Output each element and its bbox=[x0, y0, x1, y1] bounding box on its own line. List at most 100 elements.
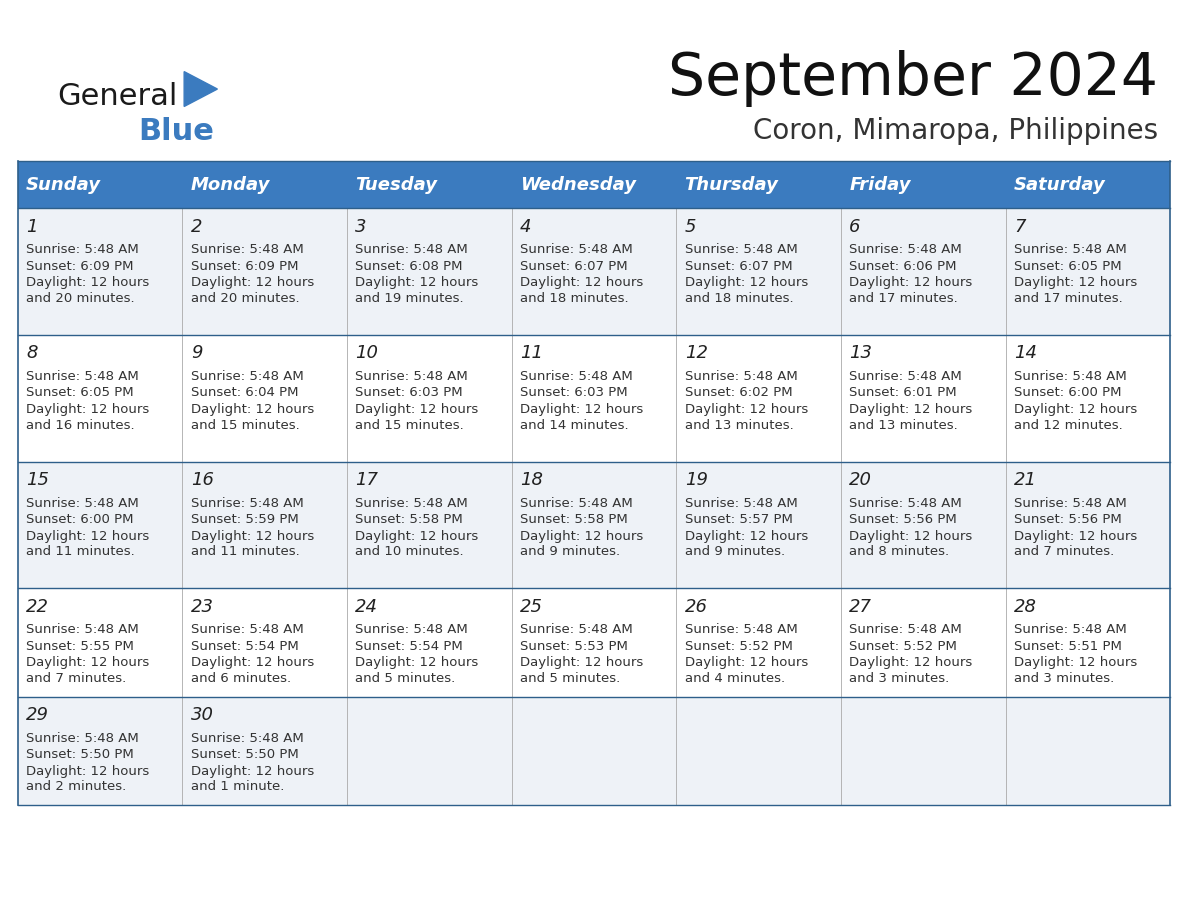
Text: Thursday: Thursday bbox=[684, 175, 778, 194]
Text: and 10 minutes.: and 10 minutes. bbox=[355, 545, 465, 558]
Text: Sunrise: 5:48 AM: Sunrise: 5:48 AM bbox=[1013, 370, 1126, 383]
Text: 13: 13 bbox=[849, 344, 872, 363]
Text: Daylight: 12 hours: Daylight: 12 hours bbox=[191, 276, 314, 289]
Text: 19: 19 bbox=[684, 471, 708, 489]
Text: and 18 minutes.: and 18 minutes. bbox=[684, 292, 794, 305]
Text: 18: 18 bbox=[520, 471, 543, 489]
Text: Monday: Monday bbox=[191, 175, 270, 194]
Text: and 8 minutes.: and 8 minutes. bbox=[849, 545, 949, 558]
Text: Sunset: 6:08 PM: Sunset: 6:08 PM bbox=[355, 260, 463, 273]
Text: Sunset: 5:56 PM: Sunset: 5:56 PM bbox=[849, 513, 958, 526]
Text: 3: 3 bbox=[355, 218, 367, 236]
Text: and 3 minutes.: and 3 minutes. bbox=[849, 672, 949, 685]
Text: 29: 29 bbox=[26, 706, 49, 724]
Text: 16: 16 bbox=[191, 471, 214, 489]
Text: Sunset: 6:03 PM: Sunset: 6:03 PM bbox=[355, 386, 463, 399]
Text: and 20 minutes.: and 20 minutes. bbox=[191, 292, 299, 305]
Text: Sunrise: 5:48 AM: Sunrise: 5:48 AM bbox=[26, 497, 139, 509]
Text: 12: 12 bbox=[684, 344, 708, 363]
Text: and 14 minutes.: and 14 minutes. bbox=[520, 419, 628, 431]
Text: and 11 minutes.: and 11 minutes. bbox=[26, 545, 135, 558]
Text: Sunrise: 5:48 AM: Sunrise: 5:48 AM bbox=[355, 243, 468, 256]
Text: Sunset: 6:02 PM: Sunset: 6:02 PM bbox=[684, 386, 792, 399]
Text: Daylight: 12 hours: Daylight: 12 hours bbox=[1013, 276, 1137, 289]
Text: Sunrise: 5:48 AM: Sunrise: 5:48 AM bbox=[26, 623, 139, 636]
Text: Daylight: 12 hours: Daylight: 12 hours bbox=[520, 276, 643, 289]
Text: Daylight: 12 hours: Daylight: 12 hours bbox=[26, 276, 150, 289]
Text: and 13 minutes.: and 13 minutes. bbox=[849, 419, 958, 431]
Text: 2: 2 bbox=[191, 218, 202, 236]
Bar bbox=[18, 335, 1170, 462]
Text: Daylight: 12 hours: Daylight: 12 hours bbox=[684, 656, 808, 669]
Text: 17: 17 bbox=[355, 471, 379, 489]
Bar bbox=[18, 208, 1170, 335]
Text: and 16 minutes.: and 16 minutes. bbox=[26, 419, 134, 431]
Text: Sunrise: 5:48 AM: Sunrise: 5:48 AM bbox=[849, 370, 962, 383]
Text: Wednesday: Wednesday bbox=[520, 175, 636, 194]
Text: 20: 20 bbox=[849, 471, 872, 489]
Text: General: General bbox=[57, 82, 177, 111]
Text: Sunrise: 5:48 AM: Sunrise: 5:48 AM bbox=[191, 497, 303, 509]
Text: Daylight: 12 hours: Daylight: 12 hours bbox=[191, 656, 314, 669]
Text: Tuesday: Tuesday bbox=[355, 175, 437, 194]
Text: September 2024: September 2024 bbox=[669, 50, 1158, 106]
Text: Sunrise: 5:48 AM: Sunrise: 5:48 AM bbox=[849, 497, 962, 509]
Text: Sunrise: 5:48 AM: Sunrise: 5:48 AM bbox=[191, 243, 303, 256]
Text: Sunset: 6:05 PM: Sunset: 6:05 PM bbox=[26, 386, 134, 399]
Text: Daylight: 12 hours: Daylight: 12 hours bbox=[355, 403, 479, 416]
Text: Sunset: 5:51 PM: Sunset: 5:51 PM bbox=[1013, 640, 1121, 653]
Text: Coron, Mimaropa, Philippines: Coron, Mimaropa, Philippines bbox=[753, 118, 1158, 145]
Text: and 15 minutes.: and 15 minutes. bbox=[191, 419, 299, 431]
Text: Sunset: 5:58 PM: Sunset: 5:58 PM bbox=[355, 513, 463, 526]
Text: Sunset: 6:01 PM: Sunset: 6:01 PM bbox=[849, 386, 956, 399]
Text: and 4 minutes.: and 4 minutes. bbox=[684, 672, 785, 685]
Text: 1: 1 bbox=[26, 218, 38, 236]
Text: Daylight: 12 hours: Daylight: 12 hours bbox=[355, 656, 479, 669]
Text: Sunrise: 5:48 AM: Sunrise: 5:48 AM bbox=[26, 243, 139, 256]
Text: Daylight: 12 hours: Daylight: 12 hours bbox=[26, 765, 150, 778]
Text: 25: 25 bbox=[520, 598, 543, 616]
Bar bbox=[18, 161, 1170, 208]
Polygon shape bbox=[184, 72, 217, 106]
Text: 28: 28 bbox=[1013, 598, 1037, 616]
Text: Sunset: 5:50 PM: Sunset: 5:50 PM bbox=[26, 748, 134, 761]
Text: Daylight: 12 hours: Daylight: 12 hours bbox=[849, 530, 973, 543]
Text: 5: 5 bbox=[684, 218, 696, 236]
Text: Daylight: 12 hours: Daylight: 12 hours bbox=[684, 530, 808, 543]
Text: Sunrise: 5:48 AM: Sunrise: 5:48 AM bbox=[1013, 497, 1126, 509]
Text: 10: 10 bbox=[355, 344, 379, 363]
Text: Daylight: 12 hours: Daylight: 12 hours bbox=[520, 656, 643, 669]
Text: Sunday: Sunday bbox=[26, 175, 101, 194]
Text: Daylight: 12 hours: Daylight: 12 hours bbox=[355, 530, 479, 543]
Text: 24: 24 bbox=[355, 598, 379, 616]
Text: Sunset: 6:00 PM: Sunset: 6:00 PM bbox=[1013, 386, 1121, 399]
Text: Daylight: 12 hours: Daylight: 12 hours bbox=[355, 276, 479, 289]
Text: Daylight: 12 hours: Daylight: 12 hours bbox=[26, 656, 150, 669]
Text: Daylight: 12 hours: Daylight: 12 hours bbox=[191, 765, 314, 778]
Bar bbox=[18, 588, 1170, 697]
Text: and 1 minute.: and 1 minute. bbox=[191, 780, 284, 793]
Text: Sunrise: 5:48 AM: Sunrise: 5:48 AM bbox=[684, 623, 797, 636]
Text: Daylight: 12 hours: Daylight: 12 hours bbox=[684, 403, 808, 416]
Text: Saturday: Saturday bbox=[1013, 175, 1106, 194]
Text: Sunset: 5:55 PM: Sunset: 5:55 PM bbox=[26, 640, 134, 653]
Text: Daylight: 12 hours: Daylight: 12 hours bbox=[26, 530, 150, 543]
Text: and 20 minutes.: and 20 minutes. bbox=[26, 292, 134, 305]
Text: Sunrise: 5:48 AM: Sunrise: 5:48 AM bbox=[520, 497, 633, 509]
Text: and 9 minutes.: and 9 minutes. bbox=[520, 545, 620, 558]
Text: Sunset: 5:54 PM: Sunset: 5:54 PM bbox=[355, 640, 463, 653]
Text: Sunrise: 5:48 AM: Sunrise: 5:48 AM bbox=[355, 623, 468, 636]
Text: Sunrise: 5:48 AM: Sunrise: 5:48 AM bbox=[520, 370, 633, 383]
Text: Sunset: 5:58 PM: Sunset: 5:58 PM bbox=[520, 513, 627, 526]
Text: Daylight: 12 hours: Daylight: 12 hours bbox=[849, 656, 973, 669]
Text: 11: 11 bbox=[520, 344, 543, 363]
Text: and 7 minutes.: and 7 minutes. bbox=[26, 672, 126, 685]
Text: Daylight: 12 hours: Daylight: 12 hours bbox=[191, 403, 314, 416]
Text: and 3 minutes.: and 3 minutes. bbox=[1013, 672, 1114, 685]
Bar bbox=[18, 462, 1170, 588]
Text: 22: 22 bbox=[26, 598, 49, 616]
Text: Daylight: 12 hours: Daylight: 12 hours bbox=[1013, 656, 1137, 669]
Text: Sunset: 5:56 PM: Sunset: 5:56 PM bbox=[1013, 513, 1121, 526]
Text: Sunset: 6:07 PM: Sunset: 6:07 PM bbox=[520, 260, 627, 273]
Text: and 17 minutes.: and 17 minutes. bbox=[1013, 292, 1123, 305]
